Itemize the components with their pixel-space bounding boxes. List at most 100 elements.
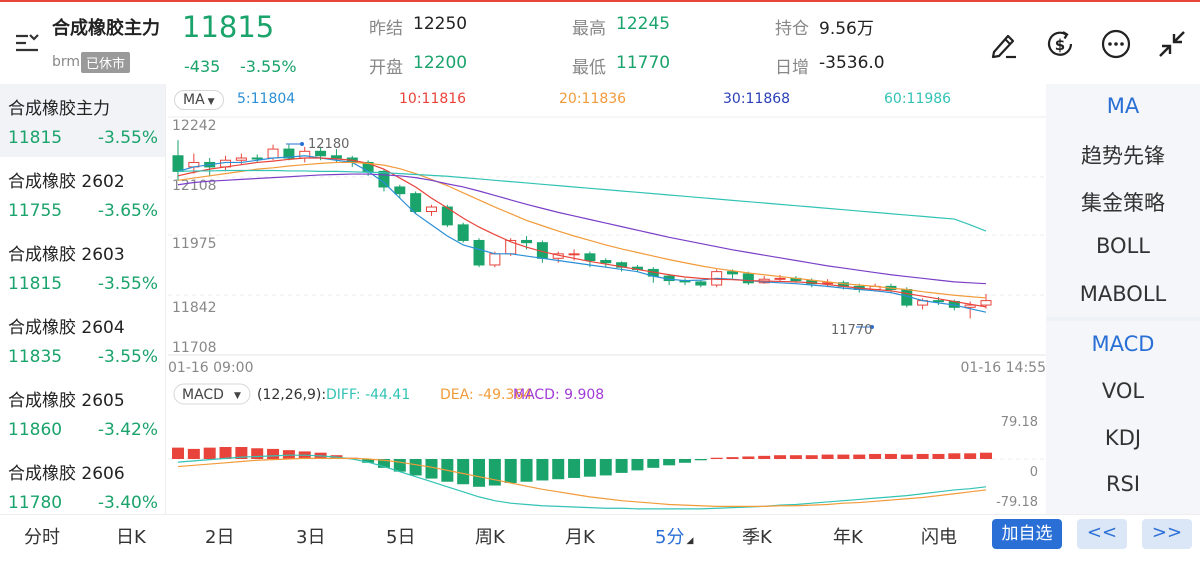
candle-body xyxy=(378,170,390,188)
stat-label-daily-change: 日增 xyxy=(775,58,809,78)
currency-icon[interactable]: $ xyxy=(1044,28,1076,60)
macd-bar xyxy=(203,447,216,459)
contract-item[interactable]: 合成橡胶 2602 11755 -3.65% xyxy=(0,157,165,230)
tab-2day[interactable]: 2日 xyxy=(205,527,235,548)
macd-bar xyxy=(710,457,723,459)
kline-chart-panel: MA ▼ 5:11804 10:11816 20:11836 30:11868 6… xyxy=(168,84,1046,514)
tab-3day[interactable]: 3日 xyxy=(296,527,326,548)
candle-body xyxy=(727,271,739,275)
list-menu-icon[interactable] xyxy=(14,32,40,54)
macd-bar xyxy=(425,459,438,479)
indicator-boll[interactable]: BOLL xyxy=(1096,234,1150,258)
tab-weekly[interactable]: 周K xyxy=(475,527,505,548)
macd-bar xyxy=(409,459,422,476)
macd-bar xyxy=(837,454,850,459)
contract-change: -3.55% xyxy=(97,347,158,367)
prev-button[interactable]: << xyxy=(1077,519,1127,549)
contract-change: -3.55% xyxy=(97,128,158,148)
macd-bar xyxy=(853,454,866,459)
stat-value-open: 12200 xyxy=(413,53,468,73)
candle-body xyxy=(283,148,295,159)
candle-body xyxy=(600,260,612,264)
contract-item[interactable]: 合成橡胶 2603 11815 -3.55% xyxy=(0,230,165,303)
high-label: 12180 xyxy=(308,137,349,152)
tab-5day[interactable]: 5日 xyxy=(386,527,416,548)
macd-bar xyxy=(488,459,501,486)
tab-5min[interactable]: 5分 ◢ xyxy=(655,527,694,548)
stat-value-low: 11770 xyxy=(616,53,671,73)
macd-bar xyxy=(869,453,882,459)
ma-value-10: 10:11816 xyxy=(399,91,467,107)
more-icon[interactable] xyxy=(1100,28,1132,60)
macd-bar xyxy=(980,452,992,459)
candle xyxy=(425,204,437,216)
contract-name: 合成橡胶主力 xyxy=(8,99,110,119)
indicator-trend-pioneer[interactable]: 趋势先锋 xyxy=(1081,144,1165,168)
macd-selector[interactable] xyxy=(173,383,251,405)
candle xyxy=(220,155,232,172)
indicator-ma[interactable]: MA xyxy=(1106,94,1140,118)
contract-change: -3.40% xyxy=(97,493,158,513)
contract-item[interactable]: 合成橡胶 2605 11860 -3.42% xyxy=(0,376,165,449)
indicator-vol[interactable]: VOL xyxy=(1101,379,1145,403)
indicator-kdj[interactable]: KDJ xyxy=(1104,426,1142,450)
stat-label-open-interest: 持仓 xyxy=(775,19,809,39)
indicator-capital-strategy[interactable]: 集金策略 xyxy=(1081,191,1165,215)
contract-item[interactable]: 合成橡胶 2604 11835 -3.55% xyxy=(0,303,165,376)
instrument-code: brm xyxy=(52,54,81,70)
candle xyxy=(473,238,485,268)
stat-label-low: 最低 xyxy=(572,58,606,78)
collapse-icon[interactable] xyxy=(1156,28,1188,60)
kline-chart-svg[interactable]: 12242 12108 11975 11842 11708 01-16 09:0… xyxy=(168,84,1046,514)
macd-bar xyxy=(568,459,581,478)
macd-legend-bar: MACD ▼ (12,26,9): DIFF: -44.41 DEA: -49.… xyxy=(173,383,604,405)
contract-item[interactable]: 合成橡胶 2606 11780 -3.40% xyxy=(0,449,165,514)
candle-body xyxy=(425,206,437,212)
tab-daily[interactable]: 日K xyxy=(116,527,146,548)
contract-name: 合成橡胶 2602 xyxy=(8,172,125,192)
candle-body xyxy=(980,300,992,306)
candle-body xyxy=(251,157,263,160)
indicator-macd[interactable]: MACD xyxy=(1091,332,1155,356)
macd-bar xyxy=(377,459,390,468)
candle-body xyxy=(568,253,580,256)
macd-axis-top: 79.18 xyxy=(1001,415,1038,430)
last-price: 11815 xyxy=(182,10,275,44)
macd-bar xyxy=(473,459,486,487)
macd-diff-line xyxy=(177,454,987,510)
macd-bar xyxy=(742,456,755,459)
candle-body xyxy=(315,150,327,157)
candle-body xyxy=(394,186,406,195)
candle-body xyxy=(932,300,944,303)
ma-selector[interactable]: MA ▼ xyxy=(174,90,224,110)
macd-bar xyxy=(948,453,961,459)
period-tab-bar: 分时 日K 2日 3日 5日 周K 月K 5分 ◢ 季K 年K 闪电 加自选 <<… xyxy=(0,514,1200,570)
tab-yearly[interactable]: 年K xyxy=(833,527,863,548)
macd-bar xyxy=(251,448,264,459)
candle-body xyxy=(774,277,786,280)
indicator-maboll[interactable]: MABOLL xyxy=(1079,282,1167,306)
add-watchlist-button[interactable]: 加自选 xyxy=(992,519,1062,549)
macd-dea-line xyxy=(177,457,987,507)
status-badge: 已休市 xyxy=(81,52,131,73)
tab-monthly[interactable]: 月K xyxy=(565,527,595,548)
macd-layer xyxy=(172,447,992,510)
macd-bar xyxy=(726,457,739,459)
macd-bar xyxy=(774,455,787,459)
macd-bar xyxy=(457,459,470,485)
next-button[interactable]: >> xyxy=(1142,519,1192,549)
tab-quarterly[interactable]: 季K xyxy=(742,527,772,548)
macd-bar xyxy=(678,459,691,463)
draw-icon[interactable] xyxy=(988,28,1020,60)
tab-flash[interactable]: 闪电 xyxy=(921,527,957,548)
candle-body xyxy=(521,239,533,244)
contract-item[interactable]: 合成橡胶主力 11815 -3.55% xyxy=(0,84,165,157)
candle-body xyxy=(330,155,342,159)
price-axis-mid: 11975 xyxy=(172,236,217,252)
macd-bar xyxy=(663,459,676,466)
tab-intraday[interactable]: 分时 xyxy=(24,527,60,548)
time-axis-start: 01-16 09:00 xyxy=(168,360,253,376)
candle-body xyxy=(489,253,501,266)
price-axis-bottom: 11708 xyxy=(172,340,217,356)
indicator-rsi[interactable]: RSI xyxy=(1105,472,1141,496)
